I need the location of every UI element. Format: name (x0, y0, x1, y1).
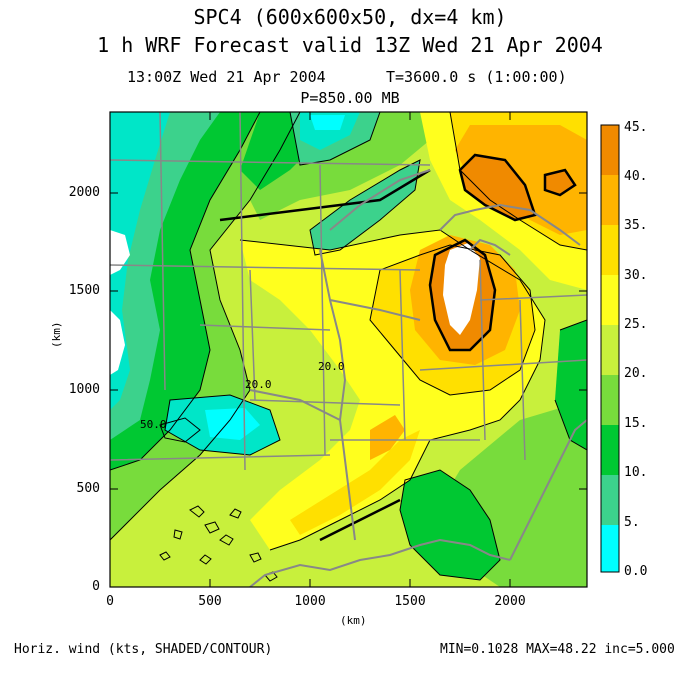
y-tick-label: 1000 (68, 382, 100, 397)
rivers (249, 249, 421, 541)
colorbar-label: 5. (624, 515, 640, 530)
shade-0-5-west (110, 112, 170, 410)
colorbar-swatch (601, 175, 619, 225)
colorbar-label: 35. (624, 218, 648, 233)
y-tick-label: 2000 (68, 185, 100, 200)
colorbar-swatch (601, 325, 619, 375)
shade-calm-southwest (205, 408, 260, 440)
x-tick-label: 1500 (394, 594, 426, 609)
field-statistics: MIN=0.1028 MAX=48.22 inc=5.000 (440, 642, 675, 657)
x-tick-label: 0 (106, 594, 114, 609)
x-tick-label: 2000 (494, 594, 526, 609)
coastline-gulf (249, 538, 511, 587)
shade-west-edge (110, 230, 130, 275)
colorbar-label: 25. (624, 317, 648, 332)
contour-bold-40b (458, 153, 537, 222)
shade-calm-north (310, 115, 345, 130)
colorbar-label: 40. (624, 169, 648, 184)
shade-30-35-jet-south (290, 430, 420, 535)
contour-k (289, 112, 381, 166)
shade-west-edge-2 (110, 310, 125, 375)
x-tick-label: 1000 (294, 594, 326, 609)
great-lakes (329, 169, 581, 256)
y-tick-label: 500 (76, 481, 100, 496)
shade-max-core (443, 243, 480, 335)
map-frame (109, 111, 588, 588)
field-description: Horiz. wind (kts, SHADED/CONTOUR) (14, 642, 273, 657)
x-axis-label: (km) (340, 614, 367, 627)
pressure-level: P=850.00 MB (300, 89, 400, 107)
x-tick-label: 500 (198, 594, 222, 609)
contour-label: 50.0 (140, 418, 167, 431)
plot-title: SPC4 (600x600x50, dx=4 km) (193, 5, 507, 29)
valid-time: 13:00Z Wed 21 Apr 2004 (127, 68, 326, 86)
contour-f (449, 112, 587, 251)
colorbar-label: 10. (624, 465, 648, 480)
y-tick-label: 1500 (68, 283, 100, 298)
contour-d (309, 159, 421, 256)
contour-bold-40 (428, 238, 497, 352)
state-lines-v (159, 112, 526, 471)
y-axis-ticks (110, 192, 587, 588)
colorbar-swatch (601, 225, 619, 275)
contour-e (369, 244, 536, 396)
colorbar-frame (600, 124, 620, 573)
contour-bold-40c (543, 168, 577, 197)
colorbar-swatch (601, 425, 619, 475)
colorbar-swatch (601, 375, 619, 425)
contour-h (164, 394, 281, 456)
shade-40-45-northeast (460, 155, 535, 220)
colorbar (600, 124, 620, 573)
contour-i (159, 417, 201, 443)
shade-35-40-jet (370, 415, 405, 460)
colorbar-label: 0.0 (624, 564, 648, 579)
colorbar-swatch (601, 525, 619, 572)
time-step: T=3600.0 s (1:00:00) (386, 68, 567, 86)
contour-label: 20.0 (318, 360, 345, 373)
contour-b (110, 112, 301, 541)
y-tick-label: 0 (92, 579, 100, 594)
contour-bold-25 (219, 168, 431, 542)
y-axis-label: (km) (50, 321, 63, 349)
colorbar-label: 45. (624, 120, 648, 135)
colorbar-label: 20. (624, 366, 648, 381)
contour-a (239, 229, 546, 551)
shade-10-15-east (555, 320, 587, 450)
coastline-east (509, 419, 587, 561)
colorbar-swatch (601, 275, 619, 325)
terrain-contours (159, 505, 278, 582)
plot-subtitle: 1 h WRF Forecast valid 13Z Wed 21 Apr 20… (97, 33, 603, 57)
x-axis-ticks (109, 112, 511, 587)
colorbar-label: 15. (624, 416, 648, 431)
colorbar-swatch (601, 475, 619, 525)
contour-g (399, 469, 501, 581)
colorbar-label: 30. (624, 268, 648, 283)
contour-label: 20.0 (245, 378, 272, 391)
colorbar-swatch (601, 125, 619, 175)
